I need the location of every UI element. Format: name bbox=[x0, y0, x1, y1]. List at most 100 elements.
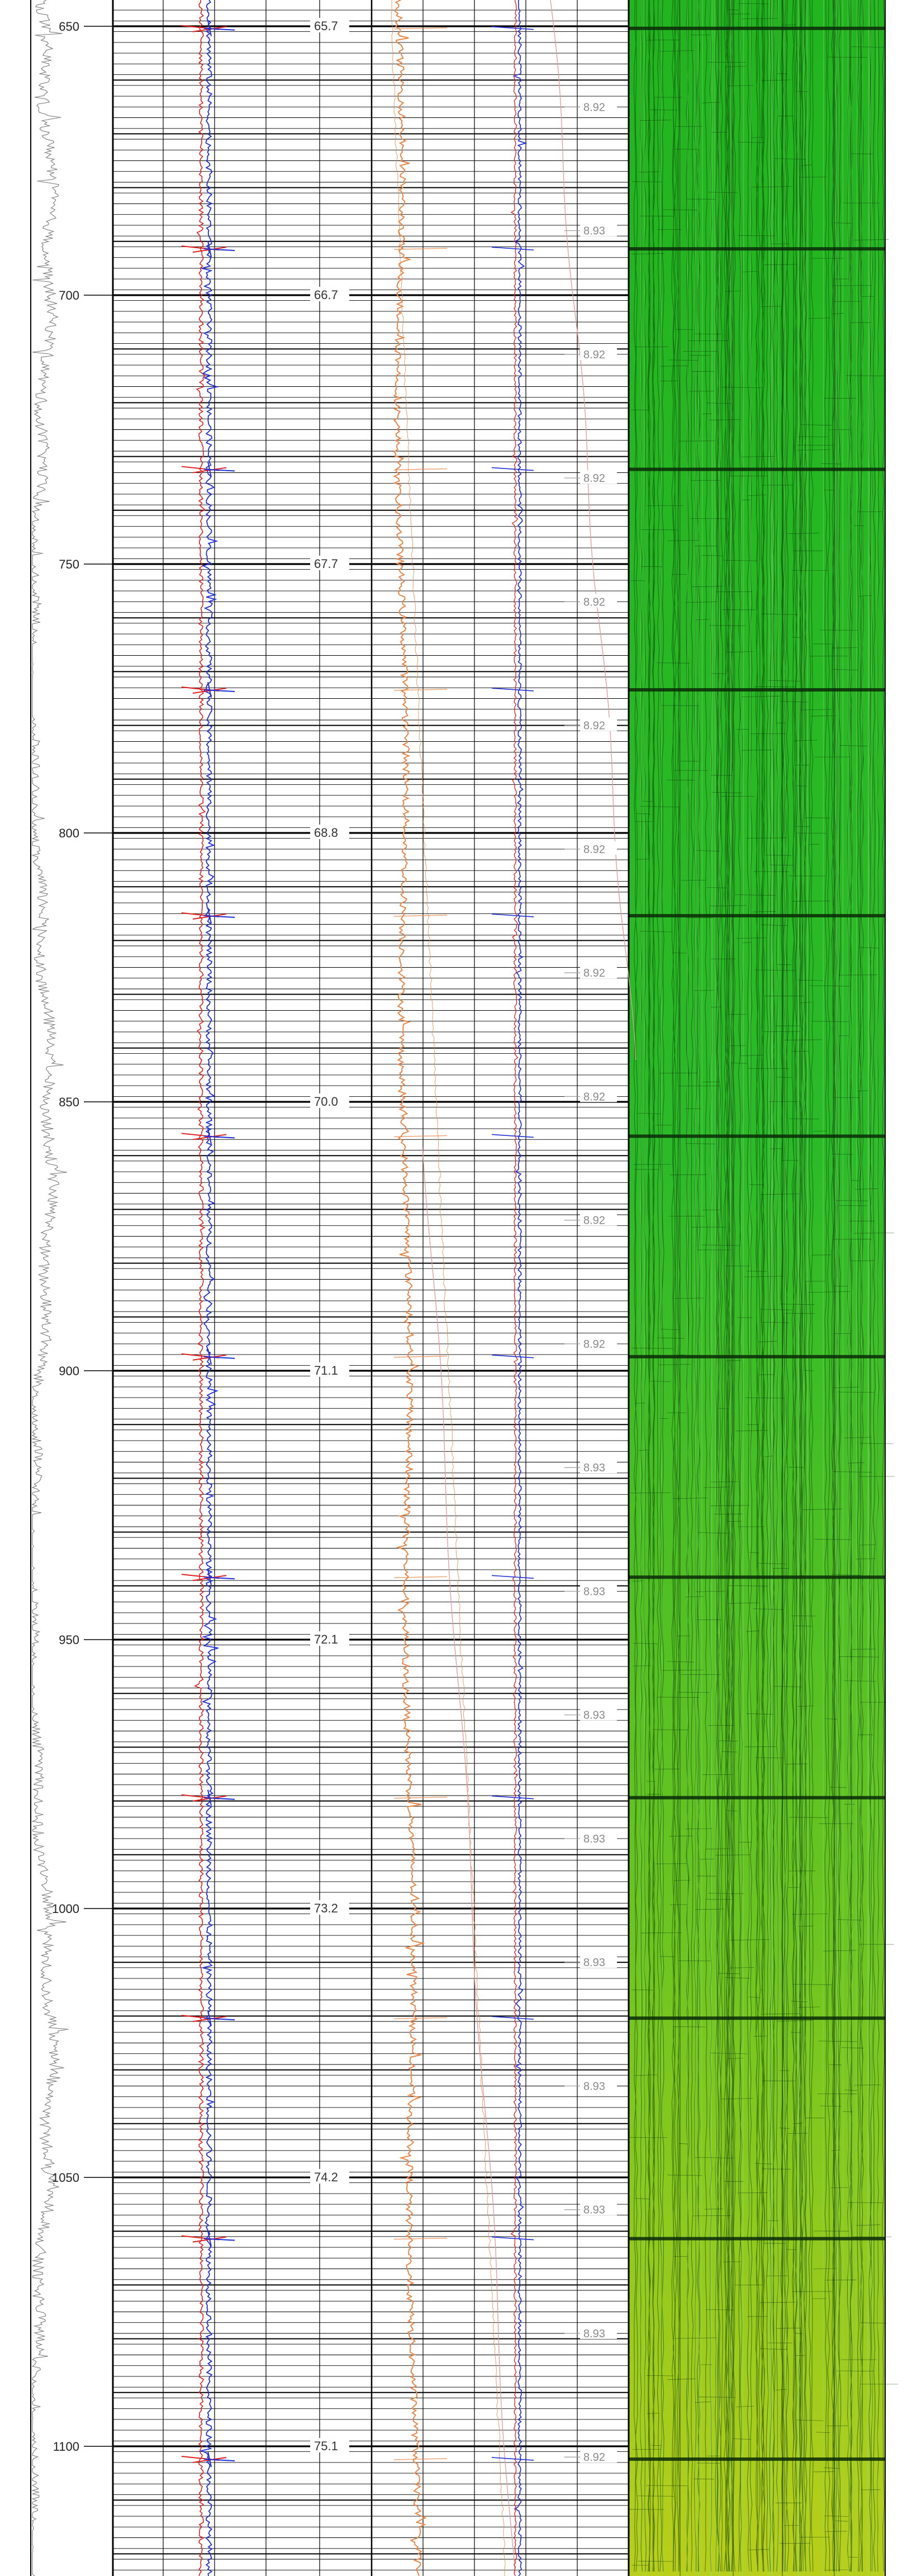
joint-marker-spike-blue bbox=[203, 240, 235, 257]
value-label-background bbox=[580, 841, 617, 855]
depth-tick-label: 700 bbox=[59, 288, 79, 302]
joint-marker-spike-track2 bbox=[491, 2236, 534, 2241]
joint-marker-spike-blue bbox=[203, 1128, 235, 1144]
track-value-label: 8.93 bbox=[583, 1710, 605, 1722]
joint-marker-spike-orange bbox=[393, 2017, 448, 2019]
joint-marker-spike-orange bbox=[393, 1356, 448, 1358]
image-texture-highlights bbox=[639, 0, 878, 2576]
track-scale-label: 74.2 bbox=[314, 2170, 338, 2184]
depth-tick-label: 1000 bbox=[52, 1902, 79, 1916]
scale-label-background bbox=[310, 556, 349, 570]
joint-marker-spike-blue bbox=[203, 681, 235, 698]
scale-label-background bbox=[310, 2438, 349, 2452]
value-label-background bbox=[580, 2201, 617, 2215]
track-value-label: 8.93 bbox=[583, 1462, 605, 1474]
pink-curve-lower bbox=[422, 1145, 516, 2573]
image-joint-band bbox=[629, 2016, 885, 2020]
value-label-background bbox=[580, 1212, 617, 1226]
depth-tick-label: 950 bbox=[59, 1633, 79, 1647]
depth-tick-label: 1050 bbox=[52, 2171, 79, 2185]
pink-curve-upper bbox=[550, 0, 636, 1060]
depth-tick-label: 850 bbox=[59, 1095, 79, 1109]
red-curve bbox=[193, 0, 206, 2576]
image-texture-bedding bbox=[629, 3, 899, 2570]
track-value-label: 8.92 bbox=[583, 720, 605, 732]
joint-marker-spike-blue bbox=[203, 461, 235, 477]
track-value-label: 8.92 bbox=[583, 1338, 605, 1351]
track-scale-label: 75.1 bbox=[314, 2439, 338, 2453]
track-scale-label: 73.2 bbox=[314, 1901, 338, 1915]
track-value-label: 8.93 bbox=[583, 2328, 605, 2340]
value-label-background bbox=[580, 2325, 617, 2339]
value-label-background bbox=[580, 1336, 617, 1349]
image-joint-band bbox=[629, 467, 885, 471]
blue-curve bbox=[200, 0, 219, 2576]
joint-marker-spike-blue bbox=[203, 1569, 235, 1585]
joint-marker-spike-orange bbox=[393, 1796, 448, 1799]
value-label-background bbox=[580, 1707, 617, 1721]
value-label-background bbox=[580, 470, 617, 484]
joint-marker-spike-blue bbox=[203, 2231, 235, 2247]
track-scale-label: 72.1 bbox=[314, 1632, 338, 1646]
joint-marker-spike-track2 bbox=[491, 1134, 534, 1138]
depth-tick-label: 750 bbox=[59, 557, 79, 571]
scale-label-background bbox=[310, 1900, 349, 1915]
image-joint-band bbox=[629, 688, 885, 692]
value-label-background bbox=[580, 1830, 617, 1844]
log-curves bbox=[181, 0, 636, 2576]
value-label-background bbox=[580, 222, 617, 236]
depth-tick-label: 800 bbox=[59, 826, 79, 840]
joint-marker-spike-blue bbox=[203, 20, 235, 36]
image-joint-band bbox=[629, 247, 885, 251]
track-value-label: 8.93 bbox=[583, 2204, 605, 2217]
track-scale-label: 65.7 bbox=[314, 19, 338, 33]
scale-label-background bbox=[310, 1093, 349, 1108]
scale-label-background bbox=[310, 2169, 349, 2184]
grid-tracks bbox=[30, 0, 629, 2576]
image-joint-band bbox=[629, 1575, 885, 1579]
image-joint-band bbox=[629, 1355, 885, 1358]
depth-track-curve bbox=[31, 0, 69, 2576]
joint-marker-spike-track2 bbox=[491, 1355, 534, 1358]
value-label-background bbox=[580, 346, 617, 360]
joint-marker-spike-orange bbox=[393, 27, 448, 30]
scale-label-background bbox=[310, 287, 349, 301]
track-value-label: 8.93 bbox=[583, 1833, 605, 1845]
orange-drift-curve bbox=[391, 0, 506, 2576]
joint-marker-spike-orange bbox=[393, 248, 448, 250]
joint-marker-spike-blue bbox=[203, 2010, 235, 2026]
track-scale-label: 68.8 bbox=[314, 826, 338, 840]
track-value-label: 8.92 bbox=[583, 101, 605, 113]
joint-marker-spike-track2 bbox=[491, 467, 534, 471]
depth-track-trace bbox=[31, 0, 69, 2576]
joint-marker-spike-track2 bbox=[491, 2457, 534, 2461]
joint-marker-spike-orange bbox=[393, 468, 448, 471]
joint-marker-spike-track2 bbox=[491, 247, 534, 250]
track-value-label: 8.93 bbox=[583, 225, 605, 238]
track-value-label: 8.93 bbox=[583, 2080, 605, 2092]
joint-marker-spike-orange bbox=[393, 915, 448, 917]
image-joint-band bbox=[629, 1134, 885, 1138]
labels: 650 700 750 800 850 900 950 1000 1050 1100 65.7 66.… bbox=[52, 18, 617, 2464]
image-track bbox=[628, 0, 899, 2576]
track-scale-label: 66.7 bbox=[314, 288, 338, 302]
value-label-background bbox=[580, 1583, 617, 1597]
track-value-label: 8.92 bbox=[583, 2451, 605, 2464]
joint-marker-spike-track2 bbox=[491, 2016, 534, 2020]
joint-marker-spike-track2 bbox=[491, 26, 534, 30]
orange-curve bbox=[393, 0, 427, 2576]
value-label-background bbox=[580, 594, 617, 608]
depth-tick-label: 900 bbox=[59, 1364, 79, 1378]
joint-marker-spike-track2 bbox=[491, 688, 534, 692]
depth-tick-label: 1100 bbox=[53, 2440, 79, 2454]
image-joint-band bbox=[629, 2237, 885, 2241]
value-label-background bbox=[580, 99, 617, 113]
joint-marker-spike-orange bbox=[393, 1576, 448, 1579]
blue-curve-track2 bbox=[512, 0, 528, 2576]
value-label-background bbox=[580, 1088, 617, 1102]
track-value-label: 8.92 bbox=[583, 596, 605, 608]
image-texture-streaks bbox=[633, 0, 885, 2572]
track-scale-label: 70.0 bbox=[314, 1095, 338, 1109]
